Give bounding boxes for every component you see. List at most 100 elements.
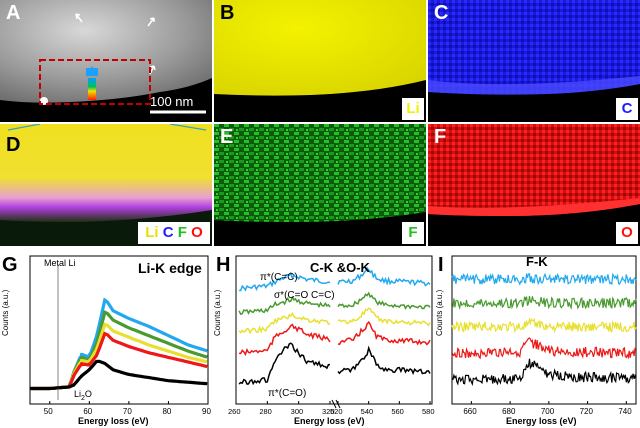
tick-label-i: 700 bbox=[541, 407, 555, 416]
dot-g bbox=[83, 354, 87, 358]
dot-g bbox=[79, 355, 83, 359]
series-i-4 bbox=[451, 358, 637, 387]
legend-o: O bbox=[191, 224, 203, 241]
element-label-c: C bbox=[616, 98, 638, 120]
tick-label-h: 580 bbox=[422, 407, 435, 416]
annot-metal-li: Metal Li bbox=[44, 258, 76, 268]
tick-label-h: 260 bbox=[228, 407, 241, 416]
dot-g bbox=[87, 363, 91, 367]
dot-g bbox=[64, 385, 68, 389]
panel-g-li-k-spectra: 50 60 70 80 90 Counts (a.u.) Energy loss (eV… bbox=[0, 252, 212, 428]
tick-label-g: 70 bbox=[123, 407, 132, 416]
panel-label-e: E bbox=[220, 126, 234, 148]
panel-h-co-spectra: 260 280 300 320 520 540 560 580 Counts (a.u.) E… bbox=[214, 252, 436, 428]
panel-b-li-map: B Li bbox=[214, 0, 426, 122]
panel-label-b: B bbox=[220, 2, 235, 24]
li-k-chart: 50 60 70 80 90 Counts (a.u.) Energy loss (eV… bbox=[1, 255, 211, 426]
legend-c: C bbox=[162, 224, 174, 241]
tick-label-h: 300 bbox=[291, 407, 304, 416]
panel-a-haadf: A 100 nm bbox=[0, 0, 212, 122]
ylabel-g: Counts (a.u.) bbox=[1, 289, 10, 336]
annot-pi-cc: π*(C=C) bbox=[260, 272, 298, 283]
scale-bar-label: 100 nm bbox=[150, 94, 194, 109]
series-i-0 bbox=[451, 272, 637, 286]
tick-label-h: 540 bbox=[361, 407, 374, 416]
series-h-2-c bbox=[238, 312, 331, 335]
tick-label-h: 280 bbox=[259, 407, 272, 416]
xlabel-i: Energy loss (eV) bbox=[506, 416, 577, 426]
panel-label-c: C bbox=[434, 2, 449, 24]
dot-g bbox=[68, 385, 72, 389]
series-i-3 bbox=[451, 337, 637, 360]
panel-label-d: D bbox=[6, 134, 21, 156]
dot-g bbox=[79, 362, 83, 366]
series-g-4 bbox=[30, 359, 208, 391]
element-label-o: O bbox=[616, 222, 638, 244]
tick-label-h: 320 bbox=[322, 407, 335, 416]
ylabel-h: Counts (a.u.) bbox=[214, 289, 222, 336]
tick-label-g: 80 bbox=[162, 407, 171, 416]
dot-g bbox=[83, 359, 87, 363]
dot-g bbox=[79, 352, 83, 356]
tick-label-h: 560 bbox=[391, 407, 404, 416]
xlabel-h: Energy loss (eV) bbox=[294, 416, 365, 426]
element-label-f: F bbox=[402, 222, 424, 244]
series-h-0-o bbox=[337, 266, 431, 287]
overlay-image bbox=[0, 124, 212, 246]
panel-label-a: A bbox=[6, 2, 21, 24]
gradient-bar bbox=[88, 78, 96, 100]
dot-g bbox=[83, 371, 87, 375]
tick-label-i: 740 bbox=[618, 407, 632, 416]
dot-g bbox=[75, 368, 79, 372]
c-map-image bbox=[428, 0, 640, 122]
tick-label-i: 660 bbox=[463, 407, 477, 416]
tick-label-i: 680 bbox=[502, 407, 516, 416]
tick-label-g: 50 bbox=[44, 407, 53, 416]
axis-break bbox=[331, 399, 337, 409]
annot-li2o: Li2O bbox=[74, 389, 92, 402]
guide-line-right bbox=[169, 124, 207, 131]
series-h-3-o bbox=[337, 320, 431, 346]
legend-f: F bbox=[177, 224, 187, 241]
series-h-4-o bbox=[337, 345, 431, 375]
panel-e-f-map: E F bbox=[214, 124, 426, 246]
dot-g bbox=[79, 358, 83, 362]
panel-label-g: G bbox=[2, 254, 18, 276]
guide-line-left bbox=[7, 124, 41, 131]
series-i-1 bbox=[451, 296, 637, 311]
f-k-chart: 660 680 700 720 740 Counts (a.u.) Energy los… bbox=[436, 255, 637, 426]
title-i: F-K bbox=[526, 254, 548, 269]
dot-g bbox=[87, 368, 91, 372]
series-i-2 bbox=[451, 317, 637, 334]
series-h-3-c bbox=[239, 323, 331, 357]
dot-g bbox=[83, 362, 87, 366]
legend-li: Li bbox=[145, 224, 159, 241]
panel-label-i: I bbox=[438, 254, 444, 276]
panel-label-h: H bbox=[216, 254, 231, 276]
panel-label-f: F bbox=[434, 126, 447, 148]
series-h-4-c bbox=[238, 342, 331, 386]
element-label-li: Li bbox=[402, 98, 424, 120]
series-h-1-c bbox=[238, 295, 331, 316]
title-h: C-K &O-K bbox=[310, 260, 370, 275]
o-map-image bbox=[428, 124, 640, 246]
panel-d-overlay: D Li C F O bbox=[0, 124, 212, 246]
haadf-image bbox=[0, 0, 212, 122]
tick-label-h: 520 bbox=[330, 407, 343, 416]
dot-g bbox=[79, 374, 83, 378]
element-legend-d: Li C F O bbox=[138, 222, 210, 244]
dot-g bbox=[75, 379, 79, 383]
tick-label-i: 720 bbox=[580, 407, 594, 416]
li-map-image bbox=[214, 0, 426, 122]
plot-frame-g bbox=[29, 255, 209, 405]
panel-i-f-k-spectra: 660 680 700 720 740 Counts (a.u.) Energy los… bbox=[436, 252, 640, 428]
series-h-0-c bbox=[239, 271, 331, 292]
tick-label-g: 90 bbox=[202, 407, 211, 416]
roi-box bbox=[39, 59, 151, 105]
dot-g bbox=[72, 383, 76, 387]
ylabel-i: Counts (a.u.) bbox=[436, 289, 444, 336]
panel-c-c-map: C C bbox=[428, 0, 640, 122]
title-g: Li-K edge bbox=[138, 260, 202, 276]
annot-pi-co: π*(C=O) bbox=[268, 388, 307, 399]
